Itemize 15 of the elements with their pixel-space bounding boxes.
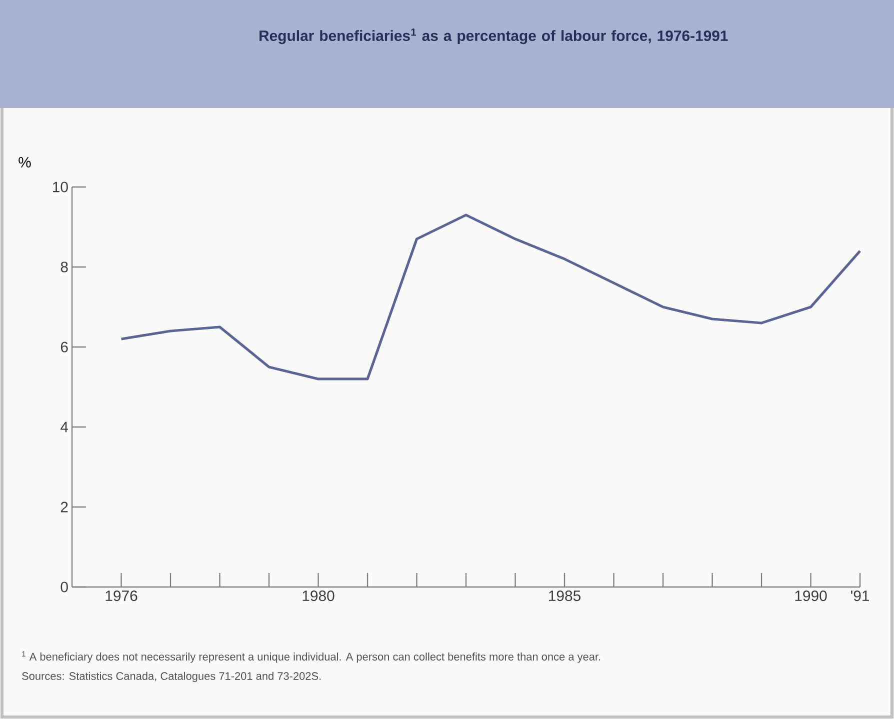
x-tick-label: 1990 <box>795 590 827 602</box>
x-tick-label: 1976 <box>106 590 138 602</box>
x-tick-label: 1985 <box>549 590 580 602</box>
y-tick-label: 6 <box>60 342 68 352</box>
y-axis-title: % <box>18 157 31 168</box>
y-tick-label: 8 <box>60 262 68 272</box>
x-tick-label: 1980 <box>302 590 334 602</box>
y-tick-label: 10 <box>53 182 68 192</box>
chart-title: Regular beneficiaries$^{1}$ as a percentage of labour force, 1976-1991 <box>260 28 728 44</box>
text: $^{1}$ A beneficiary does not necessarily represent a unique individual. A person can collect benefits more than once a year. <box>22 651 600 663</box>
source-note: Sources: Statistics Canada, Catalogues 71-201 and 73-202S. <box>22 672 321 682</box>
y-tick-label: 4 <box>60 422 68 432</box>
y-tick-label: 0 <box>60 582 68 592</box>
y-tick-label: 2 <box>60 502 68 512</box>
x-tick-label: '91 <box>851 590 870 602</box>
